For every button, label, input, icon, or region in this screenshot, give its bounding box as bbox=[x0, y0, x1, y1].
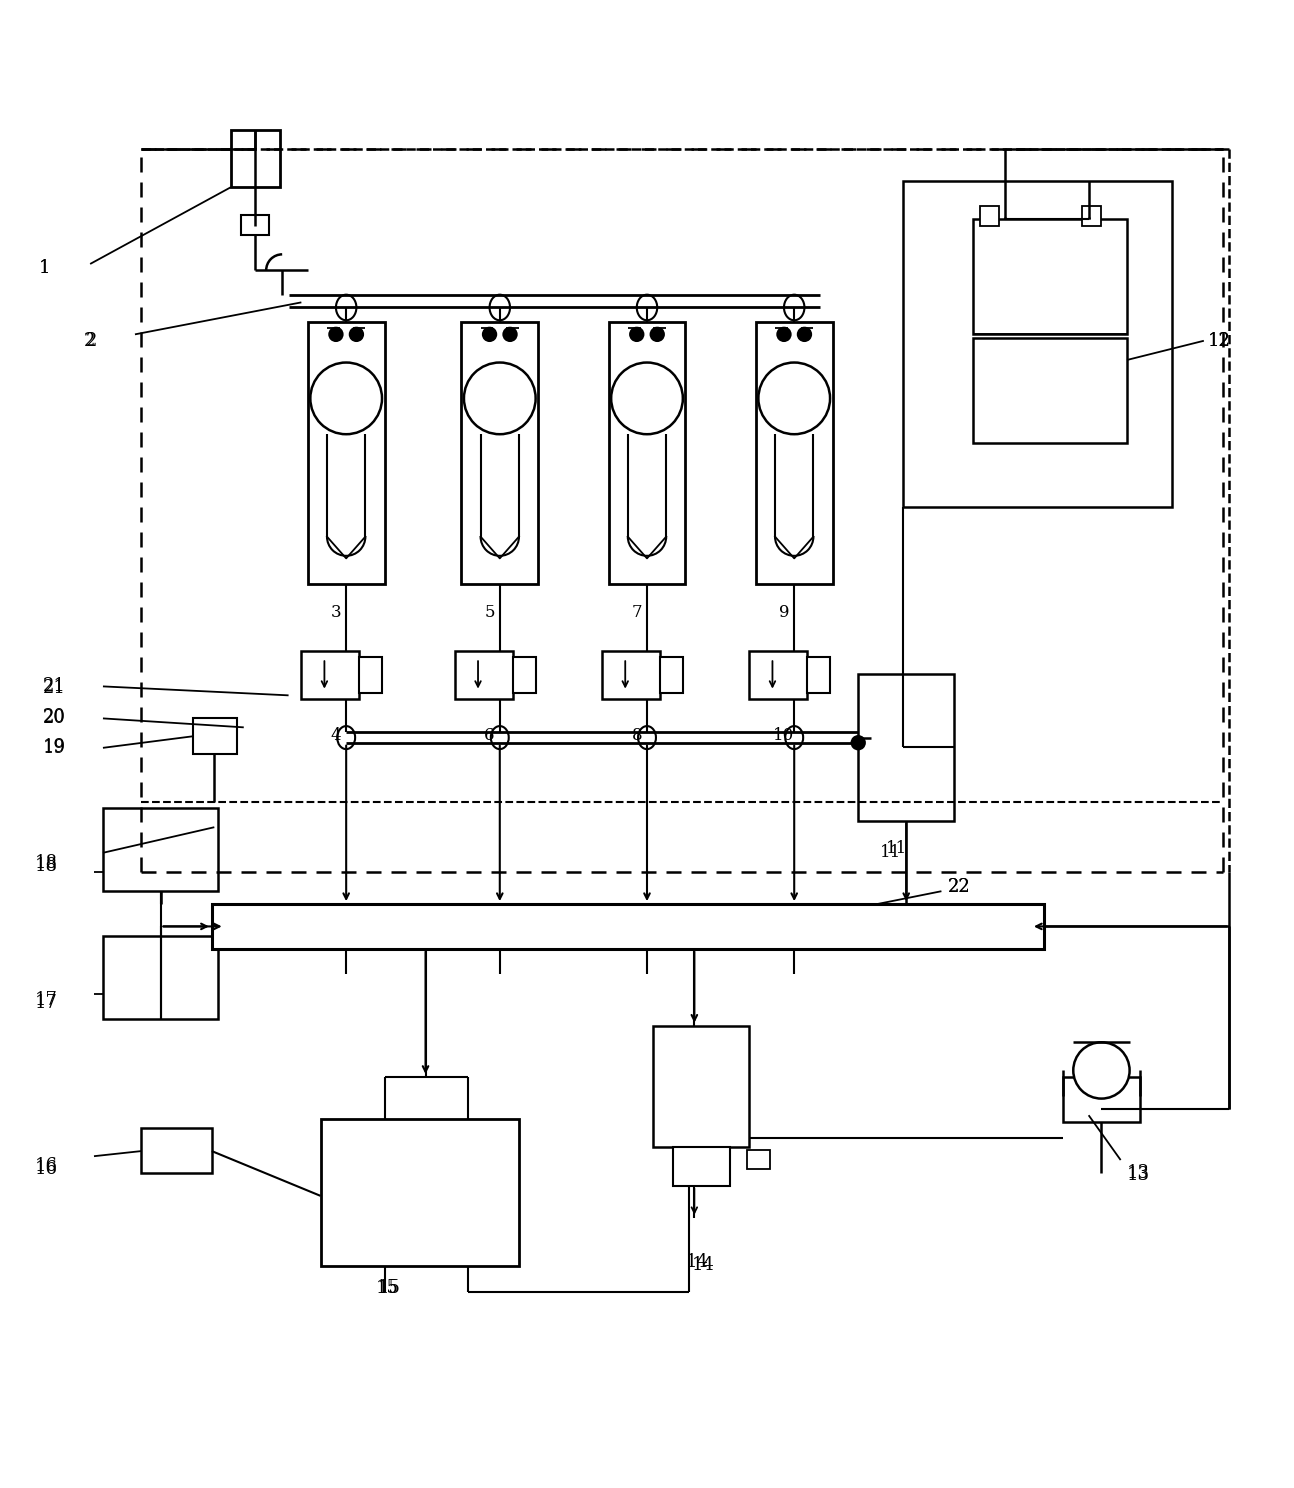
Text: 5: 5 bbox=[484, 604, 494, 620]
Bar bbox=[212, 905, 1044, 949]
Circle shape bbox=[329, 327, 344, 342]
Text: 17: 17 bbox=[35, 991, 58, 1009]
Bar bbox=[749, 650, 807, 699]
Ellipse shape bbox=[785, 726, 804, 748]
Text: 21: 21 bbox=[43, 677, 66, 695]
Text: 16: 16 bbox=[35, 1158, 58, 1176]
Bar bbox=[302, 650, 358, 699]
Bar bbox=[608, 321, 686, 583]
Text: 8: 8 bbox=[631, 726, 642, 744]
Bar bbox=[660, 658, 683, 693]
Text: 7: 7 bbox=[631, 604, 642, 620]
Circle shape bbox=[611, 363, 683, 434]
Bar bbox=[756, 321, 832, 583]
Bar bbox=[973, 338, 1127, 443]
Circle shape bbox=[629, 327, 644, 342]
Circle shape bbox=[481, 327, 497, 342]
Text: 9: 9 bbox=[779, 604, 789, 620]
Bar bbox=[455, 650, 512, 699]
Bar bbox=[241, 216, 269, 235]
Bar bbox=[512, 658, 536, 693]
Text: 11: 11 bbox=[886, 841, 907, 857]
Circle shape bbox=[349, 327, 364, 342]
Text: 4: 4 bbox=[331, 726, 342, 744]
Circle shape bbox=[776, 327, 792, 342]
Ellipse shape bbox=[338, 726, 355, 748]
Text: 22: 22 bbox=[947, 878, 970, 896]
Bar bbox=[104, 936, 219, 1019]
Bar bbox=[1082, 207, 1101, 226]
Text: 14: 14 bbox=[686, 1253, 708, 1271]
Text: 12: 12 bbox=[1207, 332, 1231, 350]
Text: 12: 12 bbox=[1207, 332, 1231, 350]
Circle shape bbox=[502, 327, 518, 342]
Text: 15: 15 bbox=[375, 1280, 399, 1298]
Text: 17: 17 bbox=[35, 994, 58, 1012]
Bar bbox=[1064, 1077, 1140, 1122]
Bar bbox=[462, 321, 538, 583]
Bar bbox=[973, 219, 1127, 335]
Text: 19: 19 bbox=[43, 740, 66, 757]
Bar bbox=[673, 1147, 730, 1186]
Text: 2: 2 bbox=[87, 332, 97, 350]
Text: 1: 1 bbox=[39, 259, 50, 277]
Text: 20: 20 bbox=[43, 708, 66, 726]
Text: 10: 10 bbox=[774, 726, 795, 744]
Ellipse shape bbox=[637, 295, 657, 320]
Text: 19: 19 bbox=[43, 738, 66, 756]
Bar bbox=[141, 1128, 212, 1173]
Text: 16: 16 bbox=[35, 1161, 58, 1178]
Circle shape bbox=[1073, 1042, 1130, 1098]
Text: 1: 1 bbox=[39, 259, 50, 277]
Circle shape bbox=[850, 735, 866, 750]
Bar bbox=[747, 1150, 770, 1170]
Bar bbox=[602, 650, 660, 699]
Text: 2: 2 bbox=[84, 332, 96, 350]
Circle shape bbox=[650, 327, 665, 342]
Text: 22: 22 bbox=[947, 878, 970, 896]
Bar bbox=[193, 719, 237, 754]
Text: 20: 20 bbox=[43, 710, 66, 728]
Bar bbox=[980, 207, 999, 226]
Circle shape bbox=[311, 363, 382, 434]
Text: 6: 6 bbox=[484, 726, 494, 744]
Circle shape bbox=[465, 363, 536, 434]
Bar bbox=[807, 658, 829, 693]
Bar bbox=[321, 1119, 519, 1266]
Text: 15: 15 bbox=[378, 1280, 401, 1298]
Text: 3: 3 bbox=[331, 604, 342, 620]
Text: 14: 14 bbox=[692, 1256, 714, 1274]
Text: 18: 18 bbox=[35, 857, 58, 875]
Text: 11: 11 bbox=[880, 844, 901, 862]
Ellipse shape bbox=[638, 726, 656, 748]
Bar bbox=[653, 1025, 749, 1147]
Bar bbox=[903, 180, 1172, 507]
Text: 13: 13 bbox=[1127, 1167, 1150, 1184]
Bar bbox=[308, 321, 384, 583]
Ellipse shape bbox=[489, 295, 510, 320]
Circle shape bbox=[758, 363, 829, 434]
Ellipse shape bbox=[336, 295, 356, 320]
Text: 21: 21 bbox=[43, 679, 66, 696]
Ellipse shape bbox=[490, 726, 509, 748]
Bar bbox=[358, 658, 382, 693]
Bar bbox=[104, 808, 219, 891]
Text: 13: 13 bbox=[1127, 1164, 1150, 1181]
Bar bbox=[858, 674, 954, 821]
Circle shape bbox=[797, 327, 813, 342]
Text: 18: 18 bbox=[35, 854, 58, 872]
Bar bbox=[230, 129, 280, 187]
Ellipse shape bbox=[784, 295, 805, 320]
